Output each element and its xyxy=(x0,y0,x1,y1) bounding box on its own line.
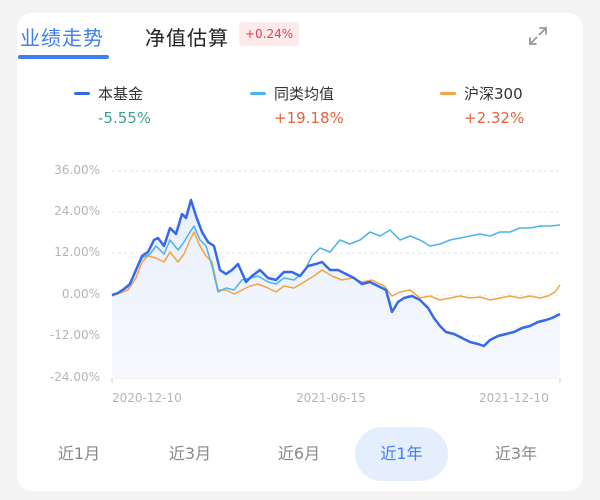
legend-value: +19.18% xyxy=(274,109,344,127)
performance-line-chart[interactable] xyxy=(0,0,600,420)
tab-nav-estimate[interactable]: 净值估算 xyxy=(145,26,229,50)
tab-performance[interactable]: 业绩走势 xyxy=(20,26,104,50)
x-tick: 2020-12-10 xyxy=(112,391,182,405)
nav-estimate-badge: +0.24% xyxy=(239,22,300,46)
period-1m[interactable]: 近1月 xyxy=(57,444,101,463)
legend-value: -5.55% xyxy=(98,109,152,127)
legend-csi300: 沪深300 +2.32% xyxy=(440,83,524,133)
y-tick: -12.00% xyxy=(49,328,100,342)
performance-card xyxy=(17,13,583,491)
x-tick: 2021-12-10 xyxy=(479,391,549,405)
legend-label: 本基金 xyxy=(98,85,144,103)
legend-label: 沪深300 xyxy=(464,85,523,103)
y-tick: 36.00% xyxy=(54,163,100,177)
period-6m[interactable]: 近6月 xyxy=(277,444,321,463)
fund-line-swatch-icon xyxy=(74,92,90,95)
peer-line-swatch-icon xyxy=(250,92,266,95)
x-tick: 2021-06-15 xyxy=(296,391,366,405)
index-line-swatch-icon xyxy=(440,92,456,95)
expand-icon[interactable] xyxy=(527,25,549,47)
legend-label: 同类均值 xyxy=(274,85,335,103)
y-tick: -24.00% xyxy=(49,370,100,384)
period-3m[interactable]: 近3月 xyxy=(168,444,212,463)
y-tick: 12.00% xyxy=(54,245,100,259)
period-3y[interactable]: 近3年 xyxy=(494,444,538,463)
active-tab-indicator xyxy=(18,55,109,59)
legend-value: +2.32% xyxy=(464,109,525,127)
period-1y[interactable]: 近1年 xyxy=(355,427,448,481)
legend-peer-average: 同类均值 +19.18% xyxy=(250,83,344,133)
legend-fund: 本基金 -5.55% xyxy=(74,83,151,133)
period-selector: 近1月 近3月 近6月 近1年 近3年 xyxy=(0,424,600,481)
y-tick: 0.00% xyxy=(61,287,100,301)
y-tick: 24.00% xyxy=(54,204,100,218)
